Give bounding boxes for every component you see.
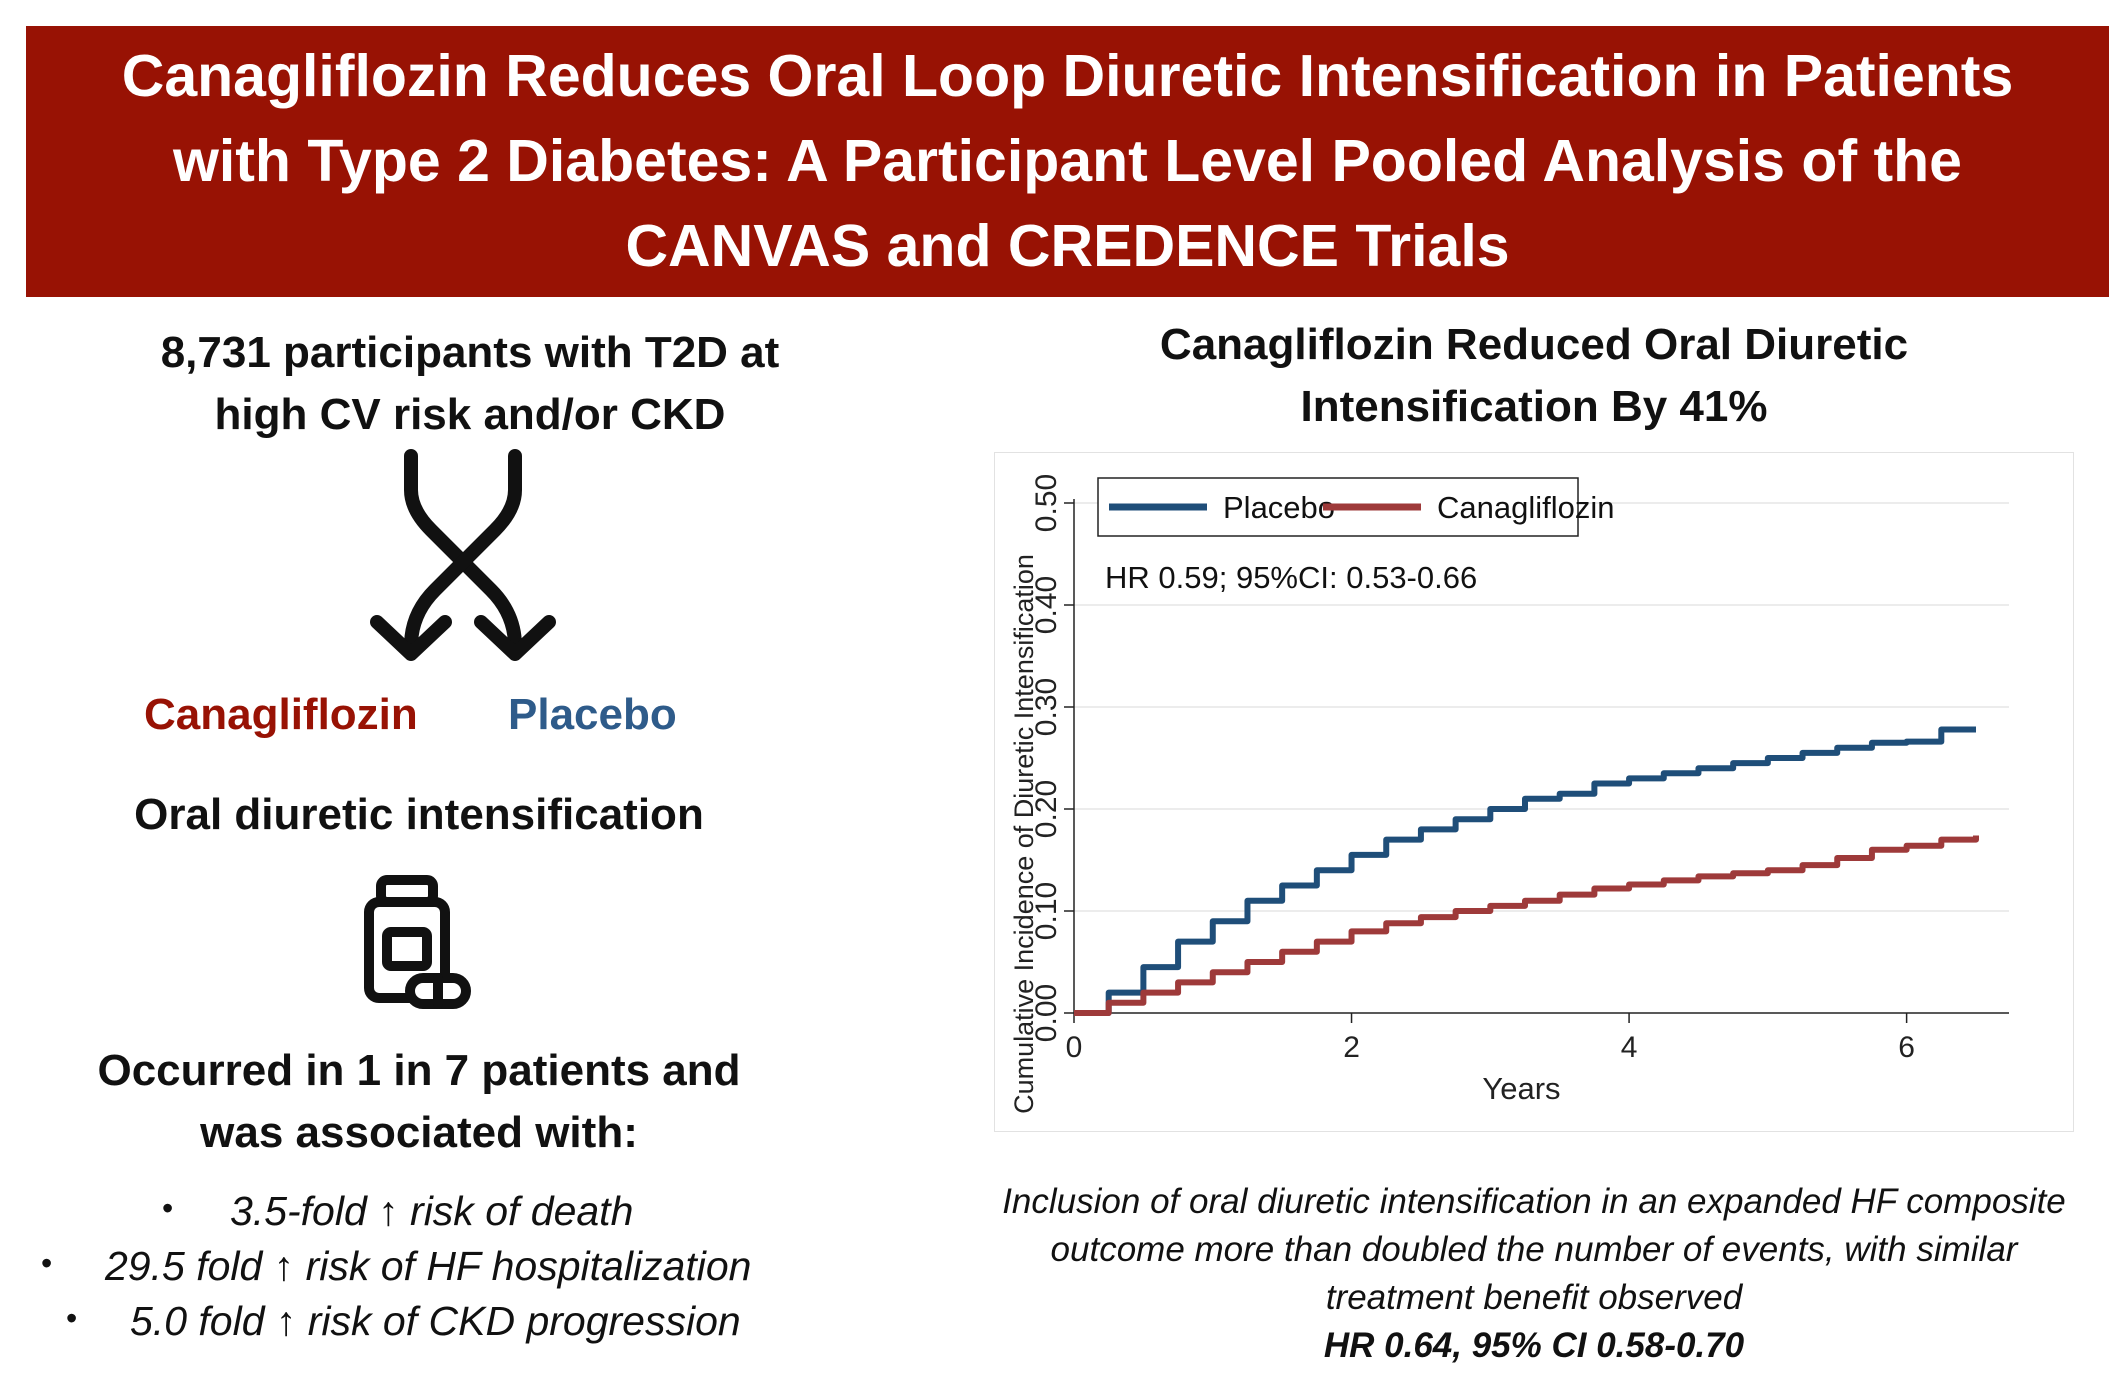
series-line-canagliflozin [1074,835,1979,1016]
chart-headline-line-2: Intensification By 41% [1300,382,1768,431]
y-tick-label: 0.30 [1030,678,1063,736]
occurrence-line-2: was associated with: [200,1108,638,1157]
left-panel: 8,731 participants with T2D at high CV r… [0,300,940,1387]
series-line-placebo [1074,726,1976,1016]
y-tick-label: 0.50 [1030,474,1063,532]
bullet-text: 3.5-fold ↑ risk of death [230,1188,634,1234]
title-banner: Canagliflozin Reduces Oral Loop Diuretic… [26,26,2109,297]
outcome-label: Oral diuretic intensification [134,790,704,839]
bullet-dot: • [162,1190,174,1226]
banner-title-line-1: Canagliflozin Reduces Oral Loop Diuretic… [121,43,2014,109]
randomization-cross-arrows-icon [370,449,556,661]
cumulative-incidence-chart: 0.00 0.10 0.20 0.30 0.40 0.50 0 2 4 6 Years Cumulat… [1009,474,2009,1114]
y-tick-label: 0.40 [1030,576,1063,634]
arm-placebo-label: Placebo [508,690,677,739]
legend-label: Placebo [1223,490,1335,525]
banner-title-line-3: CANVAS and CREDENCE Trials [625,213,1510,279]
occurrence-line-1: Occurred in 1 in 7 patients and [97,1046,741,1095]
bullet-item: • 5.0 fold ↑ risk of CKD progression [66,1298,741,1345]
bullet-item: • 3.5-fold ↑ risk of death [162,1188,634,1235]
y-tick-label: 0.10 [1030,882,1063,940]
y-axis-title: Cumulative Incidence of Diuretic Intensi… [1009,554,1039,1114]
bullet-dot: • [41,1245,53,1281]
chart-frame: 0.00 0.10 0.20 0.30 0.40 0.50 0 2 4 6 Years Cumulat… [994,452,2074,1132]
x-axis-title: Years [1482,1071,1560,1106]
y-tick-label: 0.20 [1030,780,1063,838]
legend-label: Canagliflozin [1437,490,1615,525]
y-tick-label: 0.00 [1030,984,1063,1042]
bullet-text: 5.0 fold ↑ risk of CKD progression [130,1298,741,1344]
x-tick-label: 6 [1898,1031,1915,1064]
bullet-dot: • [66,1300,78,1336]
right-panel: Canagliflozin Reduced Oral Diuretic Inte… [940,300,2128,1387]
x-tick-label: 4 [1621,1031,1638,1064]
caption-line-2: outcome more than doubled the number of … [1050,1230,2018,1269]
caption-hazard-ratio: HR 0.64, 95% CI 0.58-0.70 [1323,1326,1745,1365]
caption-line-3: treatment benefit observed [1325,1278,1743,1317]
bullet-item: • 29.5 fold ↑ risk of HF hospitalization [41,1243,752,1290]
x-tick-label: 0 [1066,1031,1083,1064]
arm-canagliflozin-label: Canagliflozin [144,690,418,739]
participants-line-2: high CV risk and/or CKD [214,390,726,439]
chart-headline-line-1: Canagliflozin Reduced Oral Diuretic [1159,320,1909,369]
participants-line-1: 8,731 participants with T2D at [160,328,780,377]
x-tick-label: 2 [1343,1031,1360,1064]
bullet-text: 29.5 fold ↑ risk of HF hospitalization [105,1243,752,1289]
pill-bottle-icon [364,875,471,1009]
caption-line-1: Inclusion of oral diuretic intensificati… [1002,1182,2066,1221]
banner-title-line-2: with Type 2 Diabetes: A Participant Leve… [173,128,1962,194]
hazard-ratio-annotation: HR 0.59; 95%CI: 0.53-0.66 [1105,560,1477,595]
